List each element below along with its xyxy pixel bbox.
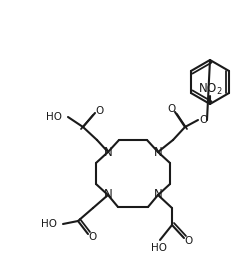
Text: N: N xyxy=(154,145,162,158)
Text: O: O xyxy=(199,115,207,125)
Text: HO: HO xyxy=(41,219,57,229)
Text: N: N xyxy=(104,145,112,158)
Text: O: O xyxy=(95,106,103,116)
Text: NO$_2$: NO$_2$ xyxy=(198,81,222,96)
Text: O: O xyxy=(88,232,96,242)
Text: O: O xyxy=(167,104,175,114)
Text: O: O xyxy=(184,236,192,246)
Text: N: N xyxy=(104,188,112,201)
Text: N: N xyxy=(154,188,162,201)
Text: HO: HO xyxy=(151,243,167,253)
Text: HO: HO xyxy=(46,112,62,122)
